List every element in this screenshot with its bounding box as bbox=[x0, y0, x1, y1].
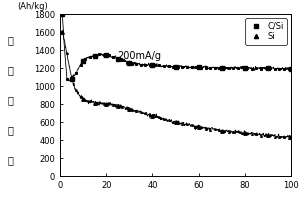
Si bbox=[93, 101, 97, 104]
C/Si bbox=[116, 57, 119, 60]
C/Si bbox=[151, 64, 154, 66]
C/Si bbox=[128, 61, 131, 64]
Si bbox=[243, 132, 247, 134]
Si bbox=[70, 76, 74, 78]
Si bbox=[128, 108, 131, 110]
Si bbox=[61, 31, 64, 33]
C/Si bbox=[174, 65, 177, 68]
C/Si bbox=[220, 67, 224, 69]
Line: Si: Si bbox=[61, 30, 293, 139]
Si bbox=[266, 134, 270, 136]
Text: 比: 比 bbox=[8, 95, 14, 105]
C/Si bbox=[61, 13, 64, 15]
Text: 200mA/g: 200mA/g bbox=[118, 51, 162, 61]
Text: 量: 量 bbox=[8, 155, 14, 165]
C/Si bbox=[243, 67, 247, 69]
C/Si bbox=[289, 68, 293, 70]
Text: 放: 放 bbox=[8, 35, 14, 45]
Si bbox=[197, 126, 200, 128]
Si bbox=[220, 129, 224, 132]
Si bbox=[151, 114, 154, 117]
Si bbox=[174, 121, 177, 123]
Si bbox=[81, 97, 85, 100]
C/Si bbox=[93, 55, 97, 57]
C/Si bbox=[266, 67, 270, 70]
C/Si bbox=[197, 66, 200, 68]
Text: 容: 容 bbox=[8, 125, 14, 135]
C/Si bbox=[104, 54, 108, 56]
Text: 电: 电 bbox=[8, 65, 14, 75]
Si bbox=[104, 102, 108, 105]
Si bbox=[289, 136, 293, 138]
Y-axis label: (Ah/kg): (Ah/kg) bbox=[17, 2, 48, 11]
C/Si bbox=[70, 78, 74, 80]
Si bbox=[116, 105, 119, 107]
Line: C/Si: C/Si bbox=[61, 12, 293, 81]
Legend: C/Si, Si: C/Si, Si bbox=[245, 18, 287, 45]
C/Si bbox=[81, 60, 85, 62]
